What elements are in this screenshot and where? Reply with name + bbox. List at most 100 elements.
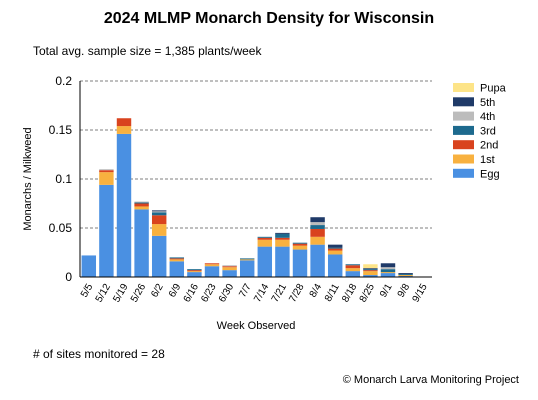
legend-swatch-3rd [453,125,474,135]
bar-3rd-9-1 [380,269,396,273]
bar-3rd-6-2 [151,212,167,216]
bar-egg-8-4 [310,244,325,277]
legend-label-3rd: 3rd [480,125,496,137]
x-tick-label: 6/30 [217,282,236,305]
x-tick-label: 8/25 [358,282,377,305]
bar-4th-6-2 [151,211,167,213]
bar-3rd-7-7 [239,258,255,260]
bar-1st-8-25 [363,271,378,276]
bar-3rd-6-16 [187,269,202,271]
bar-3rd-8-25 [363,269,378,271]
y-tick-label: 0 [65,270,72,284]
bar-2nd-8-11 [327,248,343,251]
bar-4th-8-4 [310,222,325,226]
bar-1st-7-21 [275,239,290,247]
bar-2nd-8-4 [310,228,325,237]
legend-label-2nd: 2nd [480,140,498,152]
bar-1st-7-28 [292,245,308,250]
legend-label-1st: 1st [480,154,495,166]
bar-5th-8-4 [310,217,325,223]
bar-1st-8-11 [327,250,343,255]
bar-egg-5-19 [116,133,132,277]
y-axis-ticks: 0 0.05 0.1 0.15 0.2 [49,74,73,284]
bar-egg-5-12 [99,184,114,277]
bars-layer [81,118,413,277]
bar-3rd-6-9 [169,257,185,259]
bar-egg-6-2 [151,235,167,277]
y-tick-label: 0.2 [55,74,72,88]
bar-3rd-8-11 [327,247,343,249]
x-tick-label: 7/7 [237,282,254,300]
bar-1st-6-9 [169,259,185,262]
legend-swatch-pupa [453,83,474,92]
bar-1st-7-7 [239,259,255,261]
bar-5th-8-11 [327,244,343,248]
x-tick-label: 5/19 [111,282,130,305]
x-tick-label: 7/28 [287,282,306,305]
bar-1st-6-2 [151,224,167,236]
bar-2nd-7-21 [275,237,290,240]
bar-egg-6-16 [187,272,202,277]
legend-label-5th: 5th [480,97,495,109]
x-tick-label: 6/23 [199,282,218,305]
y-tick-label: 0.1 [55,172,72,186]
bar-egg-6-23 [204,266,220,277]
x-tick-label: 9/1 [378,282,395,300]
bar-1st-5-12 [99,172,114,185]
copyright-credit: © Monarch Larva Monitoring Project [342,374,519,386]
bar-egg-7-14 [257,246,273,277]
bar-1st-9-8 [398,275,413,277]
x-tick-label: 7/14 [252,282,271,305]
x-tick-label: 6/16 [182,282,201,305]
bar-3rd-7-21 [275,233,290,238]
sites-monitored-note: # of sites monitored = 28 [33,347,165,361]
bar-2nd-6-2 [151,215,167,225]
x-tick-label: 5/26 [129,282,148,305]
bar-2nd-6-9 [169,258,185,260]
bar-4th-6-30 [222,265,237,267]
bar-2nd-8-25 [363,270,378,272]
bar-1st-6-30 [222,267,237,271]
grid-lines [80,80,432,229]
bar-2nd-5-12 [99,170,114,173]
bar-3rd-8-4 [310,225,325,229]
legend-swatch-4th [453,111,474,121]
x-axis-ticks: 5/55/125/195/26 6/2 6/96/166/236/30 7/77/14… [79,282,430,305]
bar-egg-9-1 [380,273,396,277]
bar-1st-5-19 [116,126,132,134]
legend-swatch-2nd [453,140,474,150]
x-tick-label: 5/12 [94,282,113,305]
bar-1st-9-1 [380,272,396,274]
legend-label-4th: 4th [480,111,495,123]
legend-label-egg: Egg [480,168,500,180]
axes [79,81,432,278]
x-tick-label: 6/9 [167,282,184,300]
chart-title: 2024 MLMP Monarch Density for Wisconsin [103,10,435,27]
bar-5th-9-8 [398,273,413,275]
legend: Pupa 5th 4th 3rd 2nd 1st Egg [453,83,507,180]
bar-2nd-6-16 [187,270,202,272]
x-tick-label: 5/5 [79,282,96,300]
bar-egg-5-26 [134,209,149,277]
bar-egg-7-7 [239,260,255,277]
bar-egg-8-18 [345,271,361,277]
bar-3rd-7-28 [292,242,308,244]
bar-2nd-5-19 [116,118,132,127]
bar-pupa-8-25 [363,264,378,269]
x-tick-label: 9/15 [411,282,430,305]
bar-1st-6-23 [204,264,220,267]
bar-egg-6-30 [222,270,237,277]
y-tick-label: 0.05 [49,221,73,235]
bar-2nd-7-14 [257,237,273,240]
bar-egg-7-28 [292,249,308,277]
bar-4th-5-12 [99,169,114,171]
bar-5th-8-25 [363,268,378,270]
bar-3rd-9-8 [398,274,413,276]
bar-1st-8-4 [310,236,325,245]
bar-egg-5-5 [81,255,97,277]
bar-1st-5-26 [134,206,149,210]
bar-egg-6-9 [169,261,185,277]
bar-2nd-7-28 [292,243,308,246]
x-axis-label: Week Observed [217,320,296,332]
